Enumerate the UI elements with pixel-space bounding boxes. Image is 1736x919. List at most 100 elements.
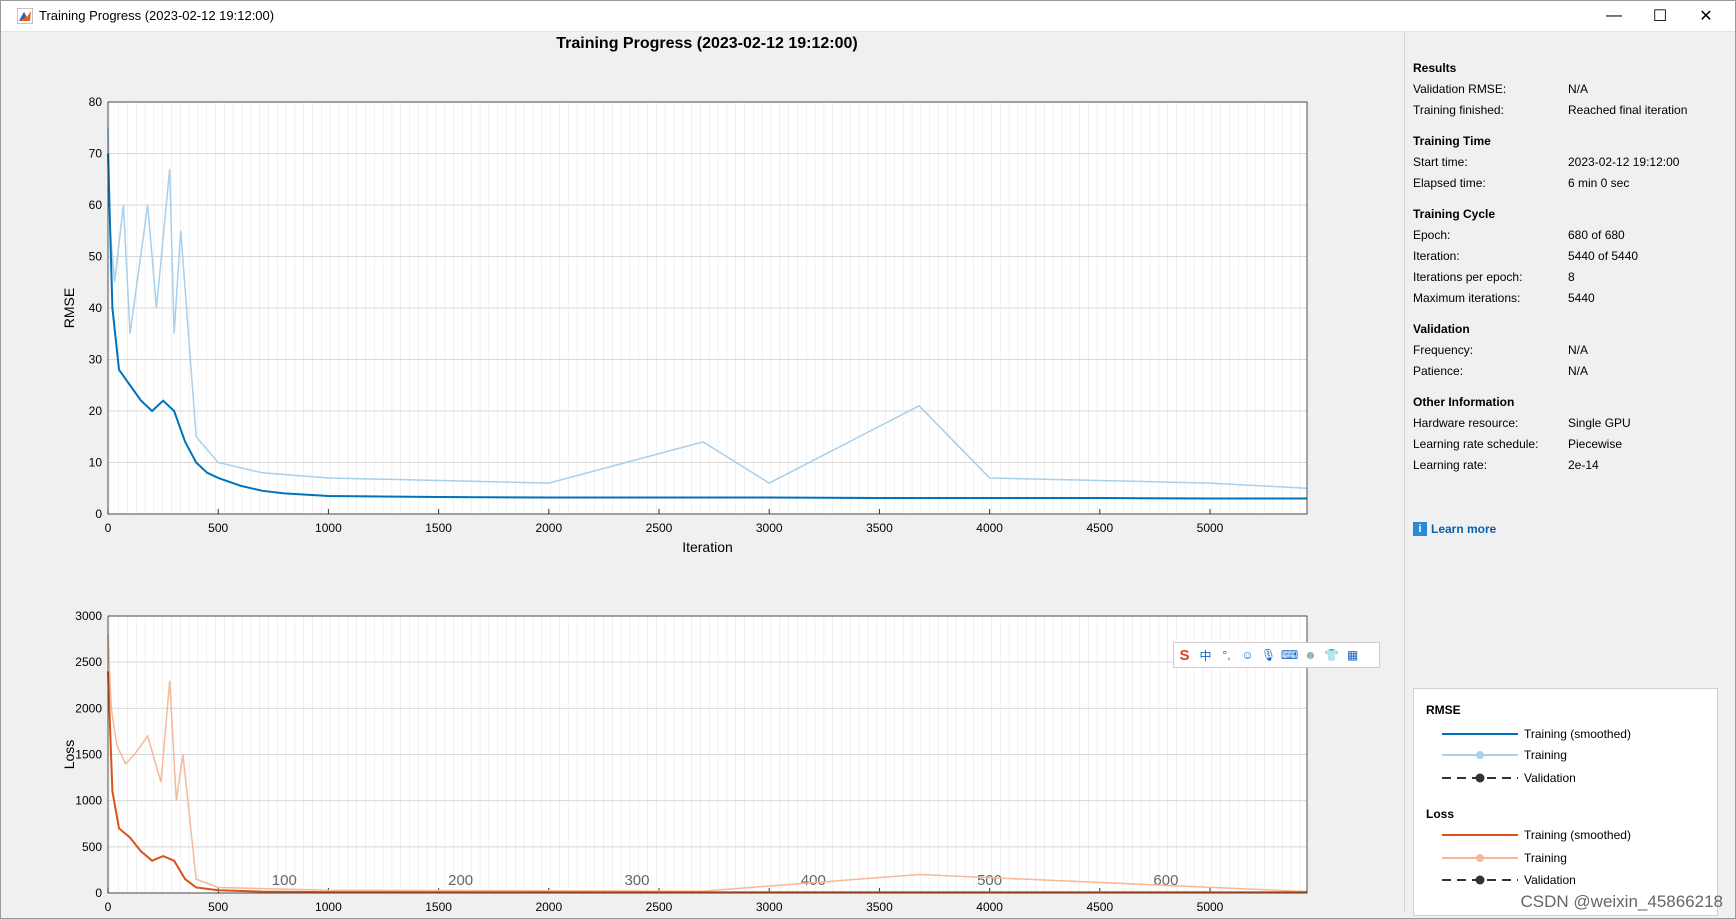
keyboard-icon[interactable]: ⌨ <box>1280 648 1299 662</box>
line-symbol-icon <box>1442 733 1518 735</box>
x-tick-label: 2500 <box>646 521 673 535</box>
info-key: Patience: <box>1413 364 1464 378</box>
toolbox-icon[interactable]: ▦ <box>1346 648 1359 662</box>
y-tick-label: 2500 <box>75 655 102 669</box>
y-tick-label: 20 <box>89 404 103 418</box>
epoch-label: 300 <box>624 872 649 889</box>
info-section-title: Validation <box>1413 322 1470 336</box>
info-row: Frequency: N/A <box>1413 340 1687 361</box>
info-value: N/A <box>1568 343 1589 357</box>
info-value: N/A <box>1568 82 1589 96</box>
y-tick-label: 2000 <box>75 701 102 715</box>
series-line <box>107 671 1307 894</box>
user-icon[interactable]: ☻ <box>1304 648 1317 662</box>
info-row: Iteration: 5440 of 5440 <box>1413 246 1687 267</box>
y-tick-label: 70 <box>89 147 103 161</box>
emoji-icon[interactable]: ☺ <box>1241 648 1254 662</box>
info-key: Iteration: <box>1413 249 1460 263</box>
x-tick-label: 4000 <box>976 900 1003 914</box>
info-key: Learning rate schedule: <box>1413 437 1539 451</box>
x-tick-label: 0 <box>105 521 112 535</box>
x-tick-label: 4500 <box>1086 521 1113 535</box>
ime-punct-toggle[interactable]: °, <box>1222 648 1231 662</box>
info-value: Piecewise <box>1568 437 1623 451</box>
info-key: Start time: <box>1413 155 1468 169</box>
y-tick-label: 1000 <box>75 794 102 808</box>
x-tick-label: 500 <box>208 900 228 914</box>
info-row: Patience: N/A <box>1413 361 1687 382</box>
x-axis-label: Iteration <box>682 539 733 555</box>
info-value: 6 min 0 sec <box>1568 176 1630 190</box>
y-tick-label: 3000 <box>75 609 102 623</box>
minimize-icon: — <box>1606 7 1622 24</box>
legend-loss-smoothed: Training (smoothed) <box>1442 826 1631 844</box>
skin-icon[interactable]: 👕 <box>1324 648 1339 662</box>
plot-panel: Training Progress (2023-02-12 19:12:00) … <box>7 32 1403 914</box>
info-section: Training Time Start time: 2023-02-12 19:12… <box>1413 131 1687 194</box>
training-plots: Training Progress (2023-02-12 19:12:00) … <box>61 35 1308 914</box>
info-key: Maximum iterations: <box>1413 291 1521 305</box>
info-section: Training Cycle Epoch: 680 of 680 Iteration:… <box>1413 204 1687 309</box>
info-key: Epoch: <box>1413 228 1451 242</box>
y-tick-label: 0 <box>95 886 102 900</box>
info-key: Training finished: <box>1413 103 1504 117</box>
window-title: Training Progress (2023-02-12 19:12:00) <box>39 8 275 23</box>
line-marker-symbol-icon <box>1442 854 1518 862</box>
line-marker-symbol-icon <box>1442 751 1518 759</box>
epoch-label: 200 <box>448 872 473 889</box>
legend-rmse-training: Training <box>1442 746 1567 764</box>
legend-rmse-validation: Validation <box>1442 769 1576 787</box>
info-row: Learning rate: 2e-14 <box>1413 455 1687 476</box>
x-tick-label: 1000 <box>315 521 342 535</box>
minimize-button[interactable]: — <box>1591 1 1637 31</box>
x-tick-label: 4500 <box>1086 900 1113 914</box>
legend-loss-title: Loss <box>1426 807 1455 821</box>
info-section: Results Validation RMSE: N/A Training finis… <box>1413 58 1687 121</box>
x-tick-label: 0 <box>105 900 112 914</box>
learn-more-label: Learn more <box>1431 522 1497 536</box>
y-tick-label: 10 <box>89 456 103 470</box>
info-row: Maximum iterations: 5440 <box>1413 288 1687 309</box>
info-value: 680 of 680 <box>1568 228 1625 242</box>
info-value: 8 <box>1568 270 1575 284</box>
info-value: 5440 of 5440 <box>1568 249 1639 263</box>
info-section-title: Results <box>1413 61 1457 75</box>
legend-rmse-title: RMSE <box>1426 703 1461 717</box>
sogou-logo-icon[interactable]: S <box>1179 646 1190 664</box>
plot-title: Training Progress (2023-02-12 19:12:00) <box>556 35 857 52</box>
series-line <box>107 153 1307 500</box>
legend-loss-validation: Validation <box>1442 871 1576 889</box>
x-tick-label: 500 <box>208 521 228 535</box>
y-axis-label: RMSE <box>61 288 77 328</box>
ime-chinese-toggle[interactable]: 中 <box>1199 648 1212 663</box>
info-section: Other Information Hardware resource: Singl… <box>1413 392 1687 476</box>
ime-toolbar[interactable]: S 中 °, ☺ 🎙 ⌨ ☻ 👕 ▦ <box>1173 642 1380 668</box>
y-tick-label: 500 <box>82 840 102 854</box>
maximize-icon: ☐ <box>1652 8 1668 25</box>
legend-rmse-smoothed: Training (smoothed) <box>1442 725 1631 743</box>
x-tick-label: 4000 <box>976 521 1003 535</box>
y-axis-label: Loss <box>61 740 77 770</box>
close-button[interactable]: ✕ <box>1683 1 1729 31</box>
info-row: Validation RMSE: N/A <box>1413 79 1687 100</box>
info-panel: Results Validation RMSE: N/A Training finis… <box>1404 32 1723 916</box>
info-value: 2e-14 <box>1568 458 1599 472</box>
info-row: Elapsed time: 6 min 0 sec <box>1413 173 1687 194</box>
microphone-icon[interactable]: 🎙 <box>1260 648 1277 662</box>
info-section-title: Training Cycle <box>1413 207 1496 221</box>
info-value: N/A <box>1568 364 1589 378</box>
plot-frame <box>107 615 1308 894</box>
info-row: Hardware resource: Single GPU <box>1413 413 1687 434</box>
learn-more-link[interactable]: i Learn more <box>1413 522 1496 536</box>
dashed-marker-symbol-icon <box>1442 773 1518 783</box>
info-key: Elapsed time: <box>1413 176 1486 190</box>
x-tick-label: 5000 <box>1197 900 1224 914</box>
x-tick-label: 3500 <box>866 900 893 914</box>
close-icon: ✕ <box>1699 8 1713 25</box>
legend-loss-training: Training <box>1442 849 1567 867</box>
info-key: Validation RMSE: <box>1413 82 1507 96</box>
info-row: Epoch: 680 of 680 <box>1413 225 1687 246</box>
maximize-button[interactable]: ☐ <box>1637 1 1683 31</box>
info-value: Reached final iteration <box>1568 103 1688 117</box>
